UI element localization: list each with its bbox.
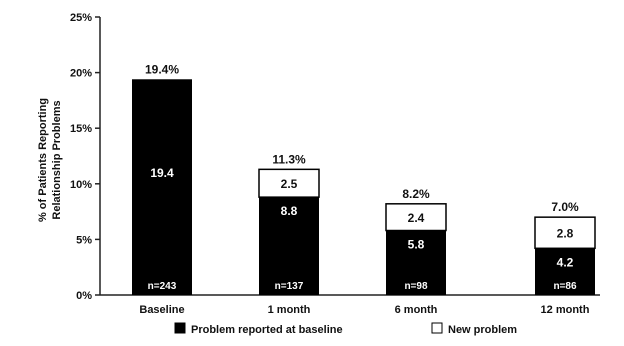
- y-axis-title: % of Patients Reporting Relationship Prob…: [37, 98, 63, 222]
- bar-n-label: n=137: [275, 281, 304, 292]
- x-tick-label: Baseline: [139, 304, 184, 316]
- legend: Problem reported at baseline New problem: [174, 322, 517, 336]
- legend-label-new: New problem: [448, 324, 517, 336]
- y-tick-label: 5%: [76, 234, 92, 246]
- bars: 19.4 n=243 19.4% 8.8 2.5 n=137 11.3% 5.8 2.4 n=98…: [132, 62, 596, 295]
- bar-total-label: 8.2%: [402, 187, 430, 201]
- x-tick-label: 1 month: [268, 304, 311, 316]
- bar-total-label: 7.0%: [551, 200, 579, 214]
- legend-swatch-baseline: [174, 322, 186, 334]
- bar-value-label: 2.4: [408, 211, 425, 225]
- y-axis-title-line: % of Patients Reporting: [37, 98, 49, 222]
- bar-n-label: n=243: [148, 281, 177, 292]
- bar-value-label: 4.2: [557, 255, 574, 269]
- y-tick-label: 20%: [70, 68, 92, 80]
- legend-label-baseline: Problem reported at baseline: [191, 324, 343, 336]
- bar-value-label: 5.8: [408, 238, 425, 252]
- bar-n-label: n=98: [404, 281, 428, 292]
- x-tick-label: 6 month: [395, 304, 438, 316]
- bar-value-label: 19.4: [150, 166, 174, 180]
- bar-n-label: n=86: [553, 281, 577, 292]
- y-tick-label: 0%: [76, 290, 92, 302]
- y-tick-label: 10%: [70, 179, 92, 191]
- bar-new-problem-segment: [258, 168, 320, 198]
- bar-value-label: 8.8: [281, 204, 298, 218]
- y-tick-label: 15%: [70, 123, 92, 135]
- y-axis-title-line: Relationship Problems: [51, 100, 63, 219]
- bar-value-label: 2.8: [557, 227, 574, 241]
- y-tick-label: 25%: [70, 12, 92, 24]
- bar-baseline-segment: [132, 79, 192, 295]
- bar-value-label: 2.5: [281, 177, 298, 191]
- bar-total-label: 19.4%: [145, 62, 179, 76]
- y-axis-label: % of Patients Reporting Relationship Prob…: [37, 98, 63, 222]
- x-tick-label: 12 month: [541, 304, 590, 316]
- bar-new-problem-segment: [385, 203, 447, 232]
- bar-baseline-segment: [259, 197, 319, 295]
- bar-baseline-segment: [535, 248, 595, 295]
- bar-total-label: 11.3%: [272, 152, 306, 166]
- bar-new-problem-segment: [534, 216, 596, 250]
- legend-swatch-new: [431, 322, 443, 334]
- bar-baseline-segment: [386, 230, 446, 295]
